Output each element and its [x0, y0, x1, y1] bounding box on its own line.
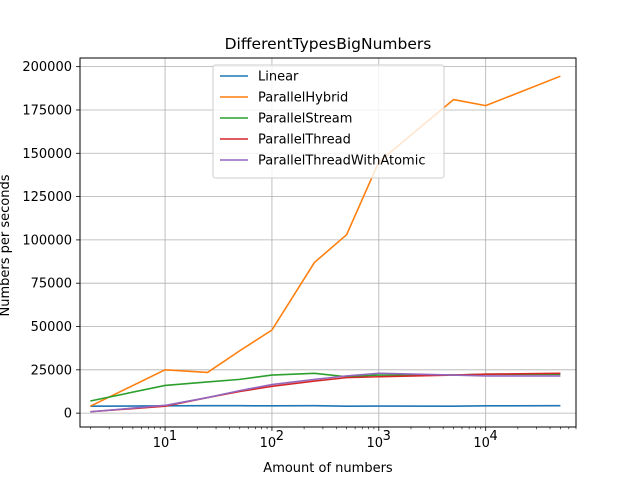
y-tick-label: 100000	[22, 233, 72, 248]
series-lines	[90, 75, 561, 413]
x-tick-exponent: 4	[490, 429, 498, 444]
y-tick-label: 150000	[22, 147, 72, 162]
series-line-parallelhybrid	[90, 75, 561, 407]
legend-label-parallelstream: ParallelStream	[258, 112, 352, 127]
y-tick-label: 175000	[22, 103, 72, 118]
legend-label-parallelthreadwithatomic: ParallelThreadWithAtomic	[258, 154, 425, 169]
legend: Linear ParallelHybrid ParallelStream Parall…	[212, 64, 445, 179]
grid	[80, 58, 576, 427]
y-tick-label: 50000	[31, 320, 72, 335]
y-tick-label: 125000	[22, 190, 72, 205]
series-line-linear	[90, 404, 561, 408]
legend-label-parallelthread: ParallelThread	[258, 133, 351, 148]
legend-box	[212, 64, 445, 179]
ticks: 0 25000 50000 75000 100000 125000 150000 175000…	[22, 60, 577, 451]
y-axis-label: Numbers per seconds	[0, 174, 13, 316]
plot-frame	[79, 57, 577, 428]
series-line-parallelthreadwithatomic	[90, 372, 561, 413]
y-tick-label: 200000	[22, 60, 72, 75]
legend-label-linear: Linear	[258, 70, 299, 85]
x-tick-exponent: 3	[383, 429, 391, 444]
legend-label-parallelhybrid: ParallelHybrid	[258, 91, 348, 106]
x-tick-label: 10	[473, 436, 490, 451]
x-tick-label: 10	[367, 436, 384, 451]
x-axis-label: Amount of numbers	[263, 461, 393, 476]
y-tick-label: 0	[64, 407, 72, 422]
x-tick-label: 10	[260, 436, 277, 451]
x-tick-exponent: 2	[276, 429, 284, 444]
x-tick-exponent: 1	[169, 429, 177, 444]
x-tick-label: 10	[153, 436, 170, 451]
chart-title: DifferentTypesBigNumbers	[225, 35, 432, 53]
y-tick-label: 75000	[31, 277, 72, 292]
y-tick-label: 25000	[31, 363, 72, 378]
